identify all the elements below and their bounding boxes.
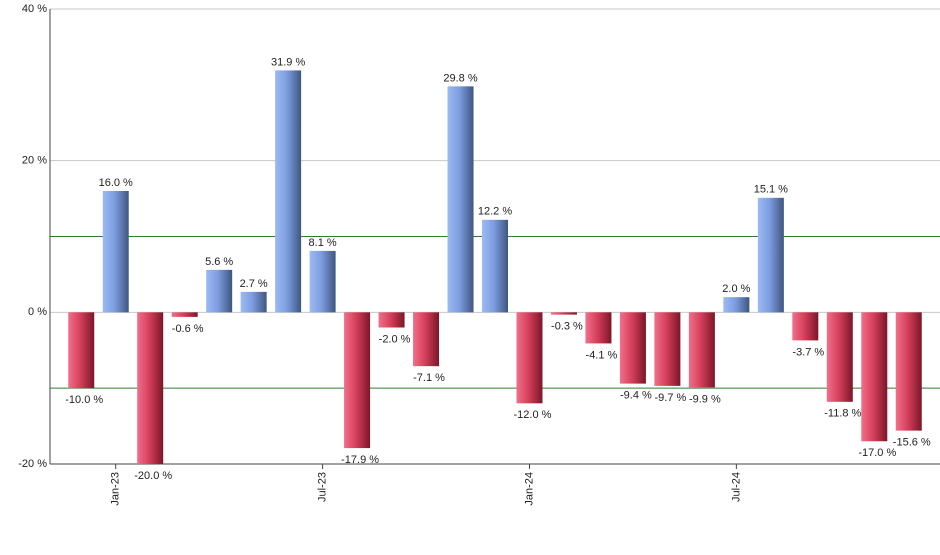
- value-label: -12.0 %: [514, 409, 552, 421]
- y-tick-label: 20 %: [22, 155, 47, 167]
- bar: [378, 312, 405, 328]
- x-tick-label: Jan-24: [523, 472, 535, 506]
- x-tick-label: Jul-23: [317, 472, 329, 502]
- bar: [206, 269, 233, 313]
- bar: [792, 312, 819, 341]
- value-label: -17.9 %: [341, 454, 379, 466]
- bar: [550, 312, 577, 315]
- bar: [516, 312, 543, 404]
- bar: [240, 291, 267, 313]
- value-label: -2.0 %: [379, 333, 411, 345]
- value-label: 5.6 %: [205, 256, 233, 268]
- value-label: -9.4 %: [620, 390, 652, 402]
- x-tick-label: Jan-23: [110, 472, 122, 506]
- value-label: 15.1 %: [754, 184, 788, 196]
- bar: [861, 312, 888, 442]
- bar: [68, 312, 95, 389]
- bar: [102, 191, 129, 313]
- bar: [413, 312, 440, 367]
- value-label: 2.7 %: [240, 278, 268, 290]
- bar: [619, 312, 646, 384]
- value-label: -9.7 %: [655, 392, 687, 404]
- bar: [447, 86, 474, 313]
- value-label: 29.8 %: [443, 72, 477, 84]
- bar: [654, 312, 681, 386]
- bar: [137, 312, 164, 464]
- value-label: -0.3 %: [551, 321, 583, 333]
- value-label: -9.9 %: [689, 393, 721, 405]
- bar: [723, 297, 750, 313]
- bar: [482, 219, 508, 313]
- value-label: -17.0 %: [858, 447, 896, 459]
- value-label: -11.8 %: [824, 408, 861, 420]
- bar: [171, 312, 198, 317]
- value-label: 2.0 %: [722, 283, 750, 295]
- value-label: -15.6 %: [893, 437, 931, 449]
- value-label: -4.1 %: [586, 349, 618, 361]
- bar: [895, 312, 922, 431]
- value-label: -0.6 %: [172, 323, 204, 335]
- value-label: -20.0 %: [134, 470, 172, 482]
- bar: [344, 312, 371, 449]
- bar: [309, 250, 336, 313]
- value-label: -3.7 %: [792, 346, 824, 358]
- bar: [826, 312, 853, 402]
- y-tick-label: 40 %: [22, 3, 47, 15]
- y-tick-label: -20 %: [18, 458, 47, 470]
- value-label: -10.0 %: [65, 394, 103, 406]
- value-label: -7.1 %: [413, 372, 445, 384]
- value-label: 12.2 %: [478, 206, 512, 218]
- bar: [275, 70, 302, 313]
- x-tick-label: Jul-24: [730, 472, 742, 502]
- y-tick-label: 0 %: [28, 306, 47, 318]
- bar: [585, 312, 612, 344]
- value-label: 8.1 %: [309, 237, 337, 249]
- bar: [688, 312, 715, 388]
- bar: [757, 197, 784, 313]
- value-label: 16.0 %: [99, 177, 133, 189]
- value-label: 31.9 %: [271, 56, 305, 68]
